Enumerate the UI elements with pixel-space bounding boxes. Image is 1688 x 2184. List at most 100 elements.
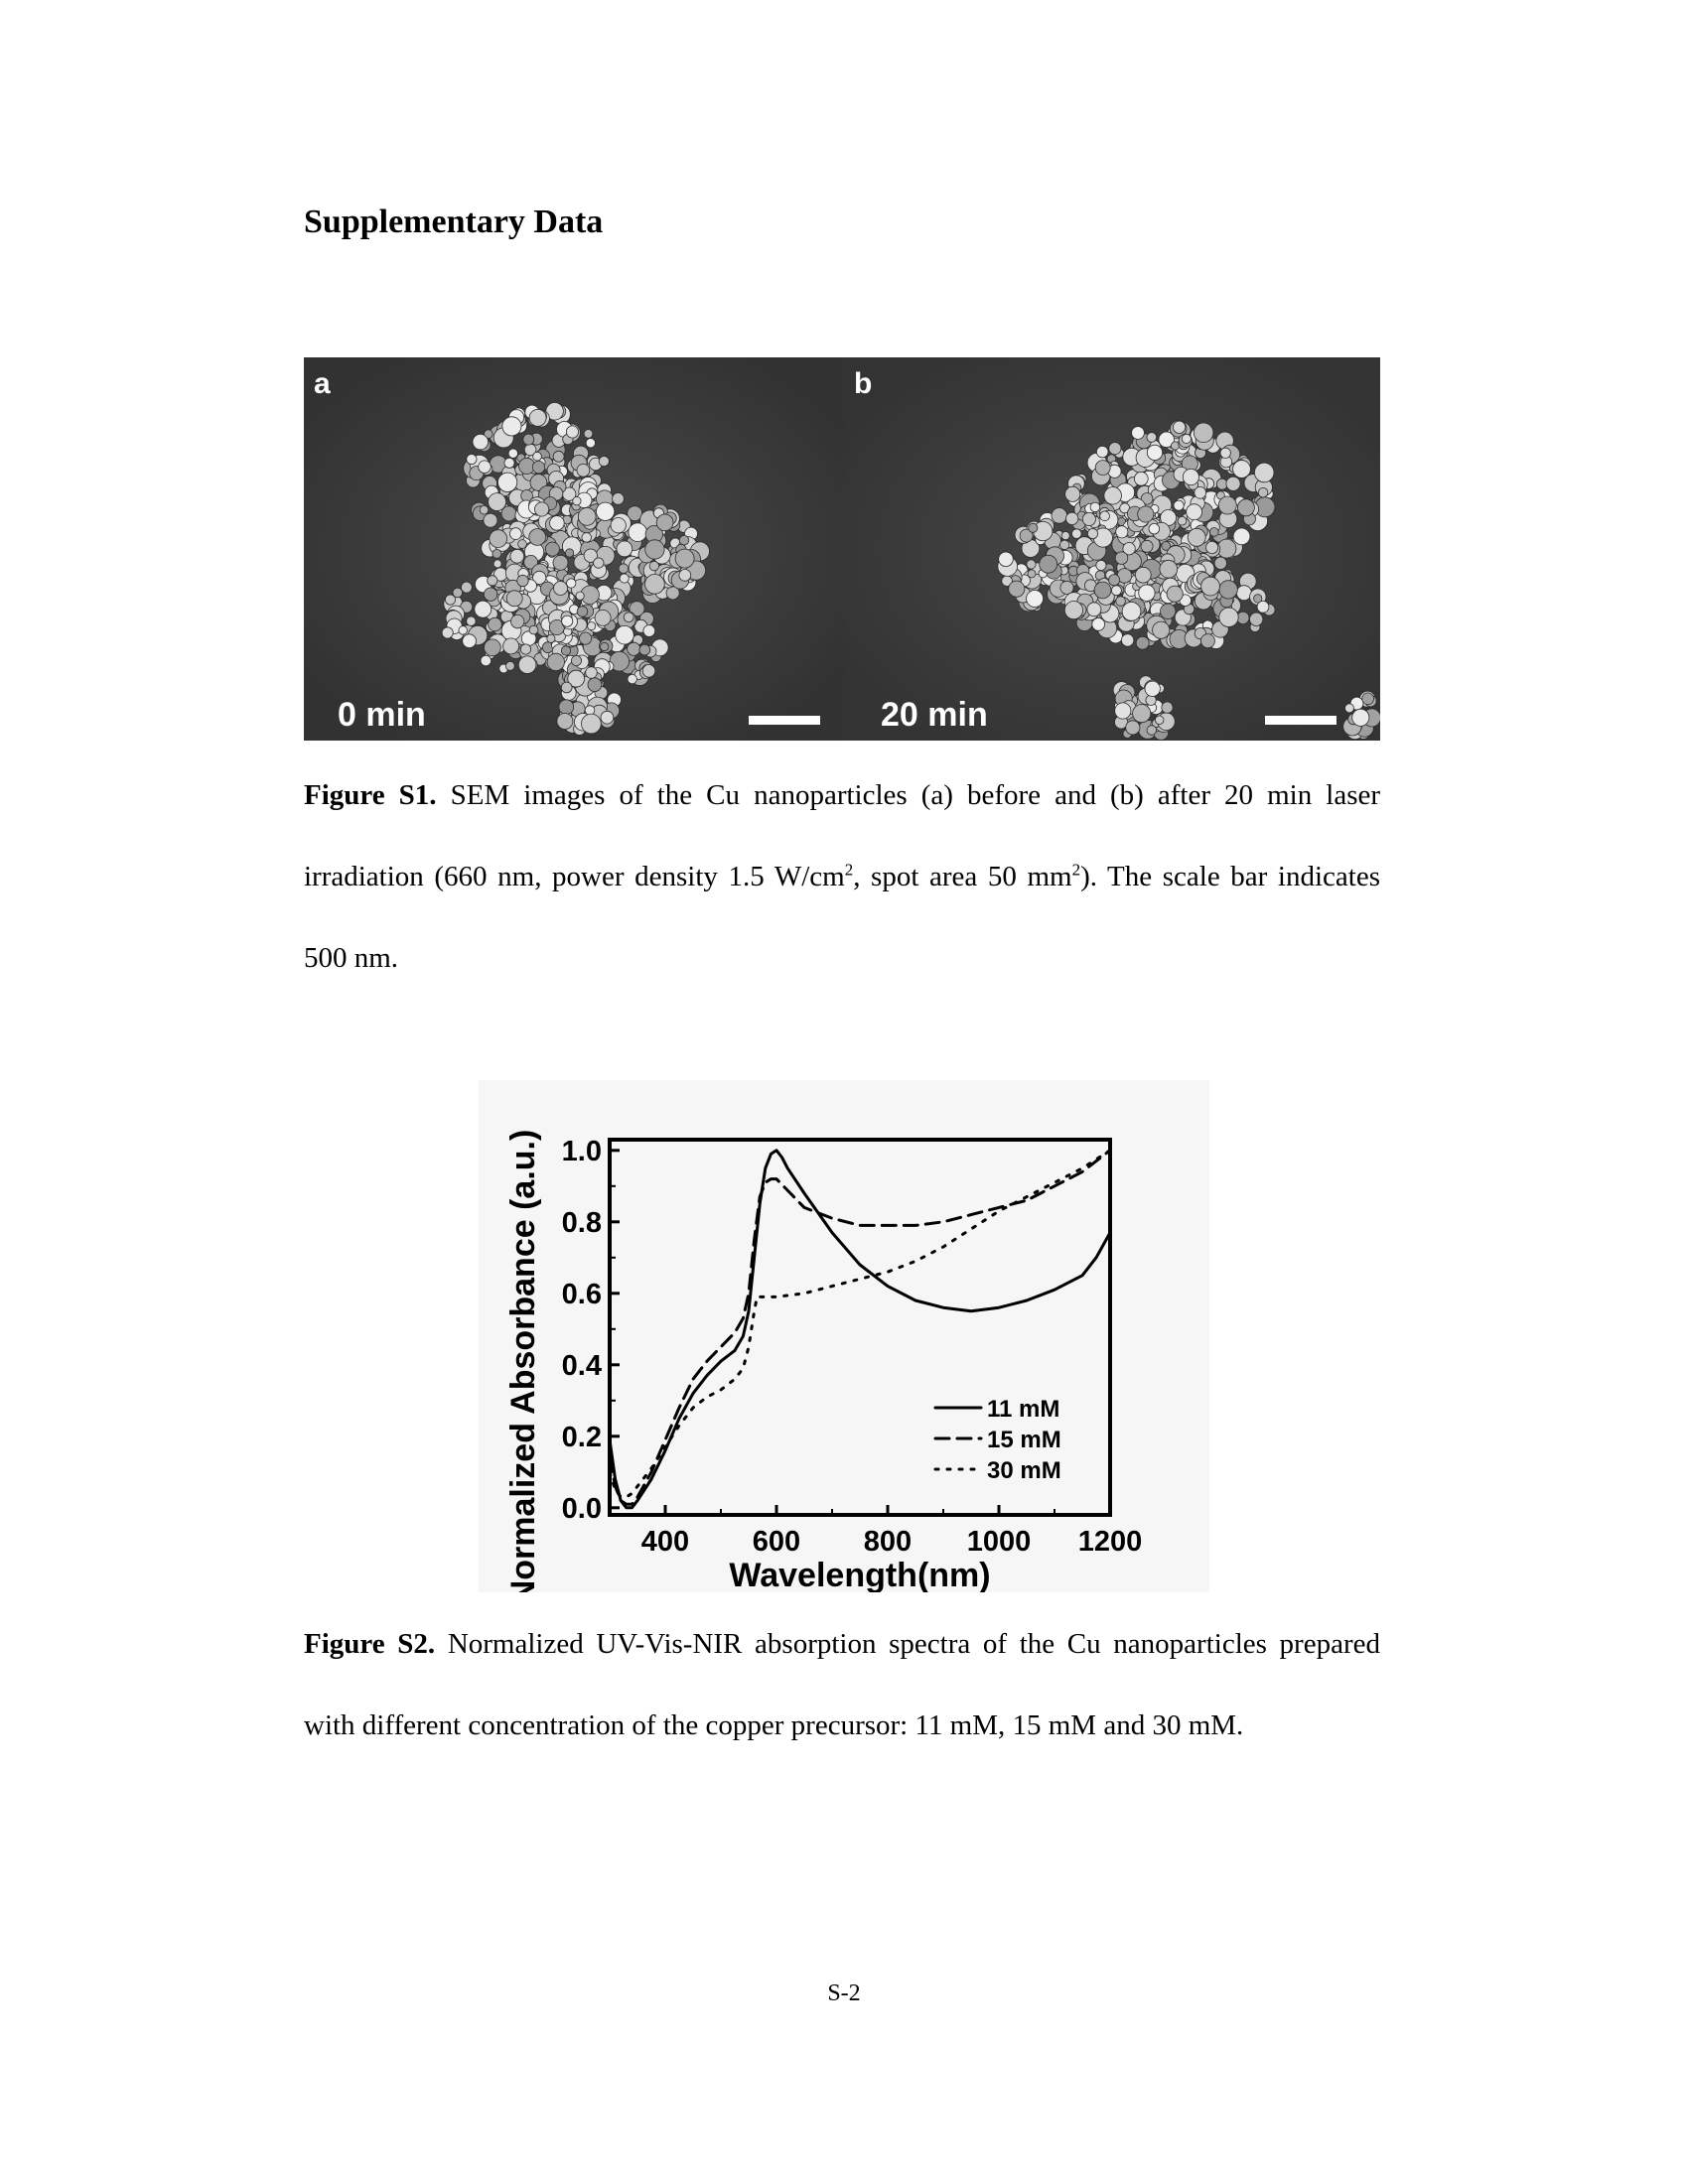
nanoparticle bbox=[1063, 601, 1083, 620]
x-tick-label: 1000 bbox=[967, 1526, 1032, 1558]
nanoparticle bbox=[1351, 708, 1370, 727]
nanoparticle bbox=[1161, 541, 1172, 551]
nanoparticle bbox=[1219, 447, 1231, 459]
nanoparticle bbox=[1008, 580, 1026, 598]
y-tick-label: 0.4 bbox=[562, 1350, 602, 1382]
nanoparticle bbox=[572, 496, 582, 506]
nanoparticle bbox=[1121, 602, 1142, 621]
caption-text: ). The scale bar indicates 500 nm. bbox=[304, 861, 1381, 974]
nanoparticle bbox=[1081, 511, 1096, 526]
figure-s2-caption: Figure S2. Normalized UV-Vis-NIR absorpt… bbox=[304, 1603, 1380, 1766]
nanoparticle bbox=[587, 677, 603, 693]
nanoparticle bbox=[567, 669, 586, 688]
caption-text: SEM images of the Cu nanoparticles (a) b… bbox=[304, 779, 1381, 892]
nanoparticle bbox=[1235, 585, 1252, 602]
nanoparticle bbox=[480, 654, 492, 667]
nanoparticle bbox=[1120, 633, 1135, 647]
nanoparticle bbox=[1026, 590, 1045, 608]
superscript: 2 bbox=[844, 860, 854, 880]
nanoparticle bbox=[1086, 602, 1102, 617]
nanoparticle bbox=[1140, 539, 1154, 553]
nanoparticle bbox=[552, 450, 565, 463]
nanoparticle bbox=[585, 438, 596, 449]
nanoparticle bbox=[489, 529, 508, 548]
nanoparticle bbox=[678, 569, 692, 582]
nanoparticle bbox=[1166, 585, 1184, 603]
nanoparticle bbox=[488, 492, 507, 512]
nanoparticle bbox=[1059, 580, 1074, 595]
superscript: 2 bbox=[1071, 860, 1081, 880]
panel-label-a: a bbox=[314, 367, 331, 400]
nanoparticle bbox=[627, 641, 641, 656]
nanoparticle bbox=[1114, 702, 1132, 720]
nanoparticle bbox=[1361, 692, 1374, 706]
nanoparticle bbox=[1160, 603, 1177, 619]
nanoparticle bbox=[484, 638, 501, 657]
scale-bar-a bbox=[749, 716, 820, 725]
nanoparticle bbox=[519, 643, 531, 655]
nanoparticle bbox=[566, 578, 577, 589]
nanoparticle bbox=[1170, 441, 1180, 451]
nanoparticle bbox=[644, 574, 665, 595]
nanoparticle bbox=[452, 587, 464, 599]
legend-label: 30 mM bbox=[987, 1457, 1061, 1484]
nanoparticle bbox=[478, 460, 492, 474]
nanoparticle bbox=[1137, 505, 1155, 523]
nanoparticle bbox=[610, 517, 627, 534]
nanoparticle bbox=[594, 609, 612, 626]
nanoparticle bbox=[615, 625, 634, 645]
sem-panel-a: a 0 min bbox=[304, 357, 844, 741]
nanoparticle bbox=[558, 699, 575, 716]
nanoparticle bbox=[583, 548, 598, 563]
caption-text: , spot area 50 mm bbox=[853, 861, 1072, 892]
nanoparticle bbox=[1028, 522, 1039, 533]
y-tick-label: 0.8 bbox=[562, 1207, 602, 1239]
nanoparticle bbox=[1108, 574, 1121, 587]
nanoparticle bbox=[1108, 442, 1122, 456]
nanoparticle bbox=[1158, 431, 1175, 449]
nanoparticle bbox=[593, 557, 605, 569]
nanoparticle bbox=[1060, 531, 1070, 541]
nanoparticle bbox=[564, 548, 575, 558]
nanoparticle bbox=[998, 551, 1014, 568]
nanoparticle bbox=[1122, 542, 1136, 556]
nanoparticle bbox=[509, 549, 525, 564]
y-axis-label: Normalized Absorbance (a.u.) bbox=[504, 1130, 542, 1592]
nanoparticle bbox=[560, 645, 572, 656]
nanoparticle bbox=[492, 548, 502, 559]
legend-label: 15 mM bbox=[987, 1427, 1061, 1453]
nanoparticle bbox=[1039, 554, 1058, 574]
nanoparticle bbox=[1172, 420, 1187, 434]
nanoparticle bbox=[644, 539, 665, 560]
nanoparticle bbox=[1099, 510, 1110, 522]
nanoparticle bbox=[1257, 486, 1269, 498]
nanoparticle bbox=[560, 681, 573, 694]
nanoparticle bbox=[648, 561, 659, 572]
nanoparticle bbox=[581, 532, 592, 543]
nanoparticle bbox=[1051, 507, 1068, 524]
absorption-chart: 400 600 800 1000 1200 0.0 0.2 0.4 0.6 0.8 1.0 Wavel… bbox=[479, 1080, 1209, 1592]
nanoparticle bbox=[1182, 469, 1199, 486]
nanoparticle bbox=[1146, 432, 1158, 443]
nanoparticle bbox=[507, 448, 518, 459]
nanoparticle bbox=[576, 464, 591, 478]
nanoparticle bbox=[1193, 422, 1214, 444]
nanoparticle bbox=[1186, 503, 1203, 521]
x-tick-label: 800 bbox=[864, 1526, 912, 1558]
nanoparticle bbox=[487, 575, 498, 587]
scale-bar-b bbox=[1265, 716, 1336, 725]
sem-image-a bbox=[304, 357, 844, 741]
nanoparticle bbox=[509, 527, 522, 540]
plot-frame bbox=[608, 1138, 1112, 1517]
nanoparticle bbox=[528, 624, 539, 635]
nanoparticle bbox=[1019, 528, 1034, 543]
nanoparticle bbox=[577, 507, 597, 526]
nanoparticle bbox=[1027, 569, 1037, 579]
nanoparticle bbox=[1115, 525, 1129, 539]
nanoparticle bbox=[488, 616, 502, 632]
nanoparticle bbox=[504, 660, 515, 671]
nanoparticle bbox=[561, 614, 574, 627]
x-tick-label: 1200 bbox=[1078, 1526, 1143, 1558]
nanoparticle bbox=[570, 654, 582, 666]
nanoparticle bbox=[1159, 559, 1179, 579]
